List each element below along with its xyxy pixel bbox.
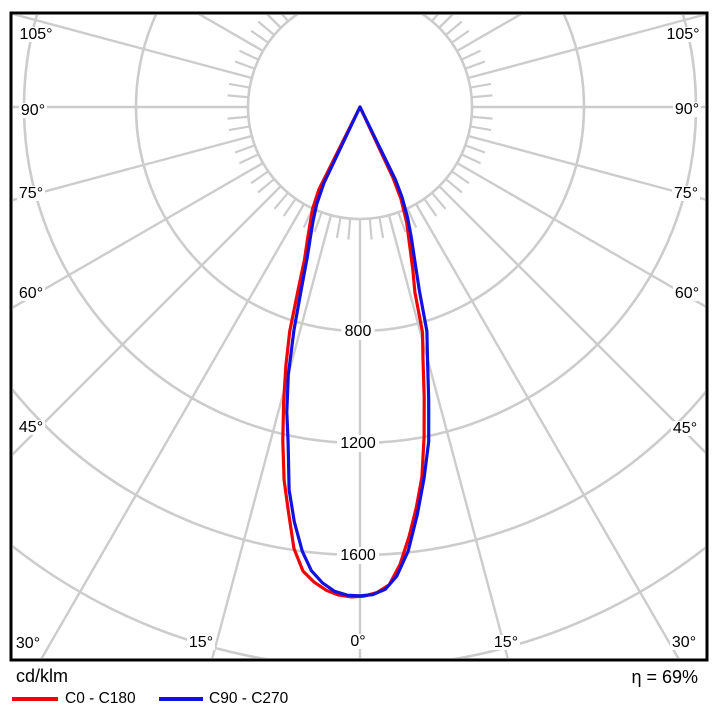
grid-tick--130: [257, 20, 275, 36]
angle-label-0: 105°: [19, 26, 52, 43]
grid-tick--70: [234, 144, 256, 154]
grid-tick--140: [281, 15, 289, 22]
angle-label-bg-10: [671, 421, 699, 436]
angle-label-bg-2: [17, 186, 45, 201]
legend-swatch-c0-c180: [12, 697, 58, 701]
angle-label-bg-6: [187, 635, 215, 650]
angle-label-4: 45°: [19, 419, 43, 436]
grid-tick--35: [282, 198, 297, 217]
grid-tick-100: [470, 82, 492, 89]
grid-tick--110: [234, 60, 256, 70]
angle-label-3: 60°: [19, 285, 43, 302]
grid-tick-110: [464, 60, 486, 70]
angle-label-8: 15°: [494, 634, 518, 651]
grid-spoke-75: [467, 134, 705, 201]
legend-label-c90-c270: C90 - C270: [209, 690, 289, 707]
grid-spoke--75: [13, 134, 253, 202]
angle-label-13: 90°: [675, 101, 699, 118]
angle-label-7: 0°: [350, 633, 365, 650]
grid-spoke-60: [456, 161, 705, 308]
grid-tick--55: [250, 170, 269, 185]
radial-value-label-800: 800: [345, 323, 372, 340]
radial-value-label-1200: 1200: [340, 435, 376, 452]
grid-tick--40: [273, 192, 289, 210]
angle-label-2: 75°: [19, 185, 43, 202]
angle-label-bg-13: [673, 102, 701, 117]
series-curve-c90-c270: [285, 105, 431, 598]
legend-label-c0-c180: C0 - C180: [65, 690, 136, 707]
grid-tick--115: [238, 49, 259, 61]
grid-tick-35: [423, 198, 438, 217]
grid-tick-80: [470, 125, 492, 132]
angle-label-bg-9: [670, 635, 698, 650]
grid-tick-130: [445, 20, 463, 36]
grid-spoke--105: [13, 15, 253, 80]
grid-tick-40: [431, 192, 447, 210]
radial-value-label-1600: 1600: [340, 547, 376, 564]
angle-label-6: 15°: [189, 634, 213, 651]
grid-tick--20: [313, 211, 323, 233]
angle-label-bg-3: [17, 286, 45, 301]
grid-tick-20: [397, 211, 407, 233]
grid-tick-115: [461, 49, 482, 61]
angle-label-bg-8: [492, 635, 520, 650]
legend-swatch-c90-c270: [159, 697, 203, 701]
grid-tick-95: [471, 94, 493, 99]
angle-label-9: 30°: [672, 634, 696, 651]
angle-label-11: 60°: [675, 285, 699, 302]
radial-label-bg-1600: [337, 547, 379, 564]
grid-spoke-45: [438, 185, 705, 454]
grid-tick--65: [238, 153, 259, 165]
grid-spoke--15: [211, 214, 333, 658]
grid-spoke--60: [13, 161, 264, 309]
grid-tick--125: [250, 29, 269, 44]
grid-tick-5: [368, 218, 373, 240]
angle-label-bg-14: [665, 27, 701, 42]
chart-frame: [9, 11, 709, 662]
grid-tick-50: [445, 178, 463, 194]
grid-spoke-30: [414, 203, 680, 658]
angle-label-bg-12: [672, 186, 700, 201]
grid-tick-140: [431, 15, 439, 22]
units-label: cd/klm: [16, 666, 69, 686]
angle-label-14: 105°: [666, 26, 699, 43]
series-curve-c0-c180: [281, 105, 426, 599]
angle-label-1: 90°: [21, 102, 45, 119]
grid-tick-10: [378, 217, 385, 239]
grid-tick--100: [228, 82, 250, 89]
grid-spoke--30: [40, 203, 306, 658]
grid-tick--95: [227, 94, 249, 99]
radial-label-bg-1200: [337, 435, 379, 452]
angle-label-5: 30°: [16, 635, 40, 652]
angle-label-bg-4: [17, 420, 45, 435]
angle-label-bg-7: [348, 634, 368, 649]
grid-spoke-105: [467, 15, 705, 80]
angle-label-10: 45°: [673, 420, 697, 437]
grid-tick-55: [451, 170, 470, 185]
grid-tick--5: [347, 218, 352, 240]
radial-label-bg-800: [341, 323, 375, 340]
grid-tick-70: [464, 144, 486, 154]
angle-label-bg-1: [19, 103, 47, 118]
angle-label-12: 75°: [674, 185, 698, 202]
grid-tick-85: [471, 115, 493, 120]
grid-tick-25: [406, 208, 418, 229]
angle-label-bg-5: [14, 636, 42, 651]
angle-label-bg-0: [18, 27, 54, 42]
grid-tick--10: [335, 217, 342, 239]
efficiency-label: η = 69%: [631, 667, 698, 687]
grid-tick-125: [451, 29, 470, 44]
angle-label-bg-11: [673, 286, 701, 301]
grid-tick--80: [228, 125, 250, 132]
grid-tick--85: [227, 115, 249, 120]
grid-spoke--45: [13, 185, 282, 456]
grid-tick-65: [461, 153, 482, 165]
grid-tick--50: [257, 178, 275, 194]
